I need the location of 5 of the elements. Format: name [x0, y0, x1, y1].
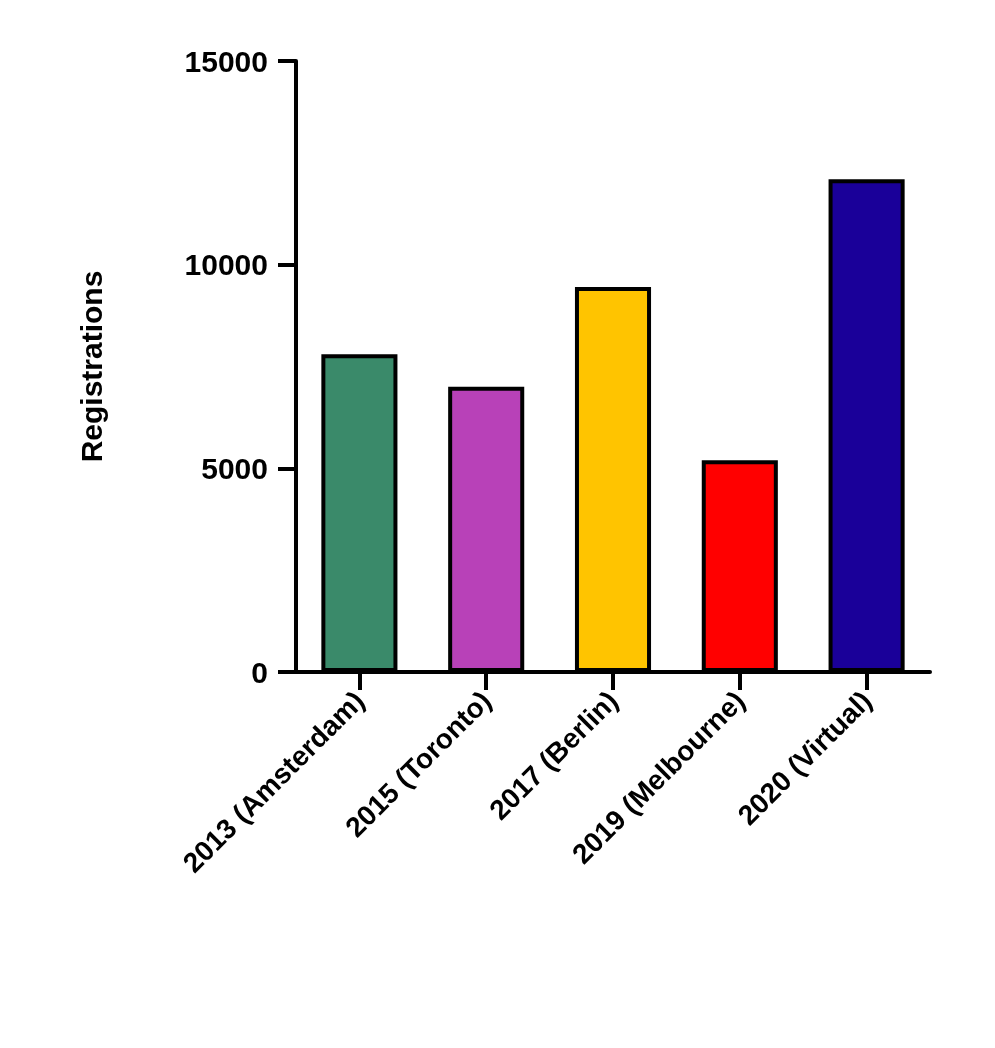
- y-tick-label: 10000: [184, 248, 268, 282]
- y-axis-title: Registrations: [74, 270, 108, 463]
- y-tick-label: 5000: [201, 451, 268, 485]
- y-tick-label: 15000: [184, 44, 268, 78]
- y-tick-label: 0: [251, 655, 268, 689]
